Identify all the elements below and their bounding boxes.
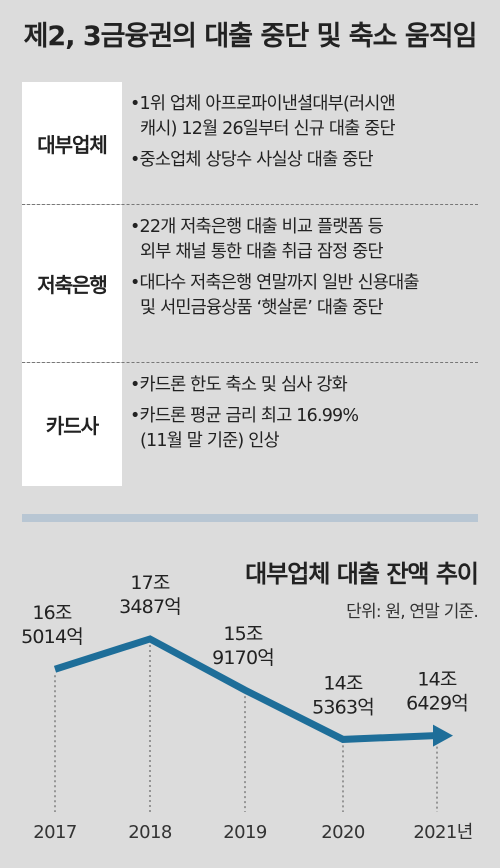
- row-content: •1위 업체 아프로파이낸셜대부(러시앤 캐시) 12월 26일부터 신규 대출…: [122, 82, 478, 204]
- bullet-item: •대다수 저축은행 연말까지 일반 신용대출 및 서민금융상품 ‘햇살론’ 대출…: [130, 273, 419, 318]
- x-tick-label: 2020: [321, 822, 365, 843]
- row-label: 카드사: [22, 363, 122, 486]
- chart-unit-note: 단위: 원, 연말 기준.: [346, 602, 479, 622]
- data-label: 15조: [223, 623, 263, 645]
- row-content: •카드론 한도 축소 및 심사 강화 •카드론 평균 금리 최고 16.99% …: [122, 363, 478, 486]
- data-label: 6429억: [406, 693, 468, 715]
- data-label: 9170억: [212, 647, 274, 669]
- table-row: 대부업체 •1위 업체 아프로파이낸셜대부(러시앤 캐시) 12월 26일부터 …: [22, 82, 478, 204]
- bullet-item: •카드론 한도 축소 및 심사 강화: [130, 375, 348, 395]
- row-label: 대부업체: [22, 82, 122, 204]
- bullet-item: •중소업체 상당수 사실상 대출 중단: [130, 150, 374, 170]
- data-label: 5363억: [312, 696, 374, 718]
- x-tick-label: 2018: [128, 822, 172, 843]
- page-title: 제2, 3금융권의 대출 중단 및 축소 움직임: [23, 21, 478, 52]
- data-label: 14조: [417, 669, 457, 691]
- x-tick-label: 2019: [223, 822, 267, 843]
- x-tick-label: 2021년: [413, 822, 472, 843]
- data-label: 3487억: [119, 596, 181, 618]
- trend-arrowhead: [433, 724, 453, 747]
- data-label: 5014억: [21, 626, 83, 648]
- row-label: 저축은행: [22, 205, 122, 362]
- row-content: •22개 저축은행 대출 비교 플랫폼 등 외부 채널 통한 대출 취급 잠정 …: [122, 205, 478, 362]
- data-label: 16조: [32, 602, 72, 624]
- section-divider: [22, 514, 478, 522]
- data-label: 14조: [323, 672, 363, 694]
- x-tick-label: 2017: [33, 822, 76, 843]
- loan-suspension-table: 대부업체 •1위 업체 아프로파이낸셜대부(러시앤 캐시) 12월 26일부터 …: [22, 82, 478, 486]
- table-row: 저축은행 •22개 저축은행 대출 비교 플랫폼 등 외부 채널 통한 대출 취…: [22, 204, 478, 362]
- bullet-item: •22개 저축은행 대출 비교 플랫폼 등 외부 채널 통한 대출 취급 잠정 …: [130, 217, 384, 262]
- bullet-item: •카드론 평균 금리 최고 16.99% (11월 말 기준) 인상: [130, 406, 359, 451]
- table-row: 카드사 •카드론 한도 축소 및 심사 강화 •카드론 평균 금리 최고 16.…: [22, 362, 478, 486]
- data-label: 17조: [130, 572, 170, 594]
- chart-title: 대부업체 대출 잔액 추이: [245, 560, 479, 588]
- series-line: [53, 635, 436, 743]
- bullet-item: •1위 업체 아프로파이낸셜대부(러시앤 캐시) 12월 26일부터 신규 대출…: [130, 94, 396, 139]
